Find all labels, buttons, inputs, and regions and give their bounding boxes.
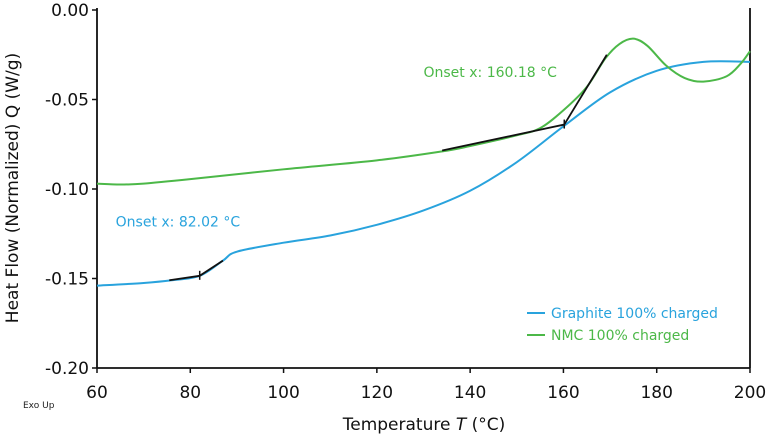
onset-tangent-line (169, 274, 200, 282)
x-tick-label: 120 (361, 383, 393, 403)
x-tick-label: 60 (86, 383, 108, 403)
onset-tangent-line (563, 54, 608, 126)
onset-label: Onset x: 160.18 °C (424, 65, 558, 81)
x-axis-label: Temperature T (°C) (342, 415, 506, 435)
annotations: Onset x: 82.02 °C Onset x: 160.18 °C (116, 54, 608, 282)
exo-up-note: Exo Up (23, 401, 55, 411)
y-axis-label: Heat Flow (Normalized) Q (W/g) (3, 53, 23, 323)
x-axis-label-text: Temperature (342, 415, 451, 435)
legend: Graphite 100% charged NMC 100% charged (527, 306, 718, 344)
series-line-graphite (96, 60, 751, 287)
onset-tangent-line (441, 123, 565, 152)
y-tick-label: -0.10 (45, 180, 89, 200)
x-tick-label: 80 (179, 383, 201, 403)
y-tick-label: 0.00 (51, 1, 89, 21)
x-axis-label-unit: (°C) (472, 415, 506, 435)
series-group (96, 37, 751, 287)
x-tick-label: 160 (547, 383, 579, 403)
y-tick-label: -0.15 (45, 270, 89, 290)
onset-label: Onset x: 82.02 °C (116, 215, 241, 231)
x-tick-label: 100 (267, 383, 299, 403)
x-axis-label-var: T (456, 415, 468, 435)
x-tick-label: 200 (734, 383, 766, 403)
axes: 60 80 100 120 140 160 180 200 0.00 -0.05 -0.10 -0.1… (45, 1, 766, 403)
series-line-nmc (96, 37, 751, 186)
y-tick-label: -0.20 (45, 359, 89, 379)
x-tick-label: 180 (640, 383, 672, 403)
legend-entry: NMC 100% charged (551, 328, 689, 344)
y-tick-label: -0.05 (45, 91, 89, 111)
onset-tangent-line (199, 259, 224, 277)
x-tick-label: 140 (454, 383, 486, 403)
legend-entry: Graphite 100% charged (551, 306, 718, 322)
